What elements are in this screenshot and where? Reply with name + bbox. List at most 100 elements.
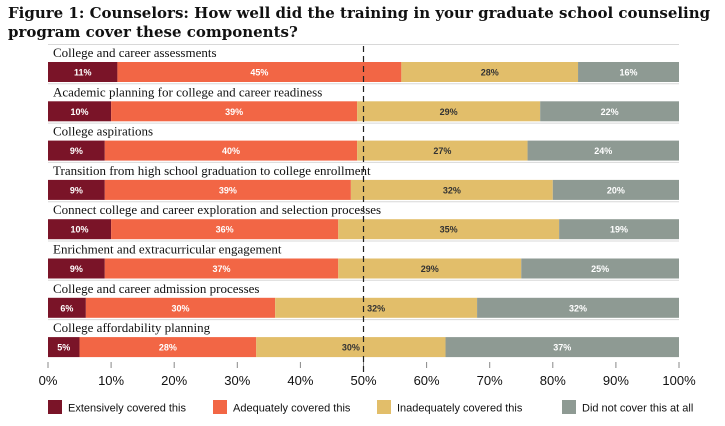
data-label: 35% xyxy=(440,225,458,235)
bar-segment xyxy=(104,179,351,200)
bar-segment xyxy=(48,219,112,240)
data-label: 10% xyxy=(71,225,89,235)
x-tick-label: 50% xyxy=(350,373,376,388)
legend-label: Extensively covered this xyxy=(68,403,186,415)
bar-segment xyxy=(350,179,553,200)
category-label: Academic planning for college and career… xyxy=(53,84,322,99)
bar-segment xyxy=(338,219,560,240)
bar-segment xyxy=(48,179,105,200)
bar-row: College and career assessments 11% 45% 28% 1… xyxy=(48,44,679,82)
data-label: 6% xyxy=(60,303,73,313)
bar-segment xyxy=(357,140,528,161)
bar-segment xyxy=(48,258,105,279)
bar-row: College aspirations 9% 40% 27% 24% xyxy=(48,122,679,161)
legend-label: Adequately covered this xyxy=(233,403,351,415)
legend-item: Did not cover this at all xyxy=(562,400,693,415)
data-label: 9% xyxy=(70,146,83,156)
x-tick-label: 80% xyxy=(540,373,566,388)
data-label: 24% xyxy=(594,146,612,156)
x-tick-label: 20% xyxy=(161,373,187,388)
x-tick-label: 70% xyxy=(477,373,503,388)
data-label: 39% xyxy=(225,107,243,117)
legend-label: Inadequately covered this xyxy=(397,403,523,415)
legend-swatch xyxy=(377,400,391,414)
bars-layer: College and career assessments 11% 45% 28% 1… xyxy=(48,44,679,358)
category-label: Enrichment and extracurricular engagemen… xyxy=(53,242,282,257)
legend-swatch xyxy=(562,400,576,414)
category-label: Connect college and career exploration a… xyxy=(53,202,381,217)
legend-item: Extensively covered this xyxy=(48,400,186,415)
bar-segment xyxy=(111,101,358,122)
category-label: College and career admission processes xyxy=(53,281,259,296)
bar-segment xyxy=(104,258,339,279)
bar-segment xyxy=(401,62,579,82)
data-label: 45% xyxy=(250,68,268,78)
bar-segment xyxy=(445,337,679,358)
bar-row: Enrichment and extracurricular engagemen… xyxy=(48,240,679,279)
bar-segment xyxy=(521,258,679,279)
data-label: 29% xyxy=(421,264,439,274)
data-label: 32% xyxy=(569,303,587,313)
data-label: 19% xyxy=(610,225,628,235)
data-label: 37% xyxy=(213,264,231,274)
chart-title: Figure 1: Counselors: How well did the t… xyxy=(8,4,711,41)
bar-row: College and career admission processes 6%… xyxy=(48,279,679,318)
legend-swatch xyxy=(48,400,62,414)
bar-segment xyxy=(477,297,679,318)
data-label: 36% xyxy=(216,225,234,235)
data-label: 40% xyxy=(222,146,240,156)
category-label: College affordability planning xyxy=(53,320,211,335)
category-label: College and career assessments xyxy=(53,45,217,60)
category-label: Transition from high school graduation t… xyxy=(53,163,371,178)
category-label: College aspirations xyxy=(53,124,153,139)
bar-segment xyxy=(540,101,679,122)
data-label: 28% xyxy=(481,68,499,78)
data-label: 22% xyxy=(601,107,619,117)
bar-segment xyxy=(256,337,446,358)
x-tick-label: 100% xyxy=(662,373,696,388)
bar-segment xyxy=(85,297,276,318)
x-tick-label: 40% xyxy=(287,373,313,388)
data-label: 29% xyxy=(440,107,458,117)
x-tick-label: 10% xyxy=(98,373,124,388)
bar-segment xyxy=(527,140,679,161)
bar-row: Transition from high school graduation t… xyxy=(48,161,679,200)
data-label: 32% xyxy=(367,303,385,313)
x-tick-label: 90% xyxy=(603,373,629,388)
bar-row: Academic planning for college and career… xyxy=(48,83,679,122)
legend: Extensively covered this Adequately cover… xyxy=(48,400,693,415)
data-label: 27% xyxy=(433,146,451,156)
x-tick-label: 30% xyxy=(224,373,250,388)
data-label: 9% xyxy=(70,264,83,274)
data-label: 20% xyxy=(607,185,625,195)
bar-segment xyxy=(79,337,257,358)
data-label: 11% xyxy=(74,68,92,78)
bar-segment xyxy=(48,101,112,122)
data-label: 37% xyxy=(553,343,571,353)
data-label: 39% xyxy=(219,185,237,195)
data-label: 32% xyxy=(443,185,461,195)
legend-item: Inadequately covered this xyxy=(377,400,523,415)
data-label: 30% xyxy=(342,343,360,353)
bar-segment xyxy=(48,62,118,82)
bar-segment xyxy=(48,140,105,161)
data-label: 16% xyxy=(620,68,638,78)
legend-label: Did not cover this at all xyxy=(582,403,693,415)
bar-row: Connect college and career exploration a… xyxy=(48,201,679,240)
bar-segment xyxy=(552,179,679,200)
bar-segment xyxy=(104,140,358,161)
bar-segment xyxy=(559,219,679,240)
x-axis: 0% 10% 20% 30% 40% 50% 60% 70% 80% 90% 100% xyxy=(39,362,696,388)
x-tick-label: 0% xyxy=(39,373,58,388)
bar-segment xyxy=(48,337,80,358)
data-label: 10% xyxy=(71,107,89,117)
data-label: 30% xyxy=(172,303,190,313)
data-label: 9% xyxy=(70,185,83,195)
bar-segment xyxy=(111,219,339,240)
bar-segment xyxy=(578,62,679,82)
bar-segment xyxy=(357,101,541,122)
bar-segment xyxy=(275,297,478,318)
legend-item: Adequately covered this xyxy=(213,400,351,415)
bar-segment xyxy=(117,62,402,82)
